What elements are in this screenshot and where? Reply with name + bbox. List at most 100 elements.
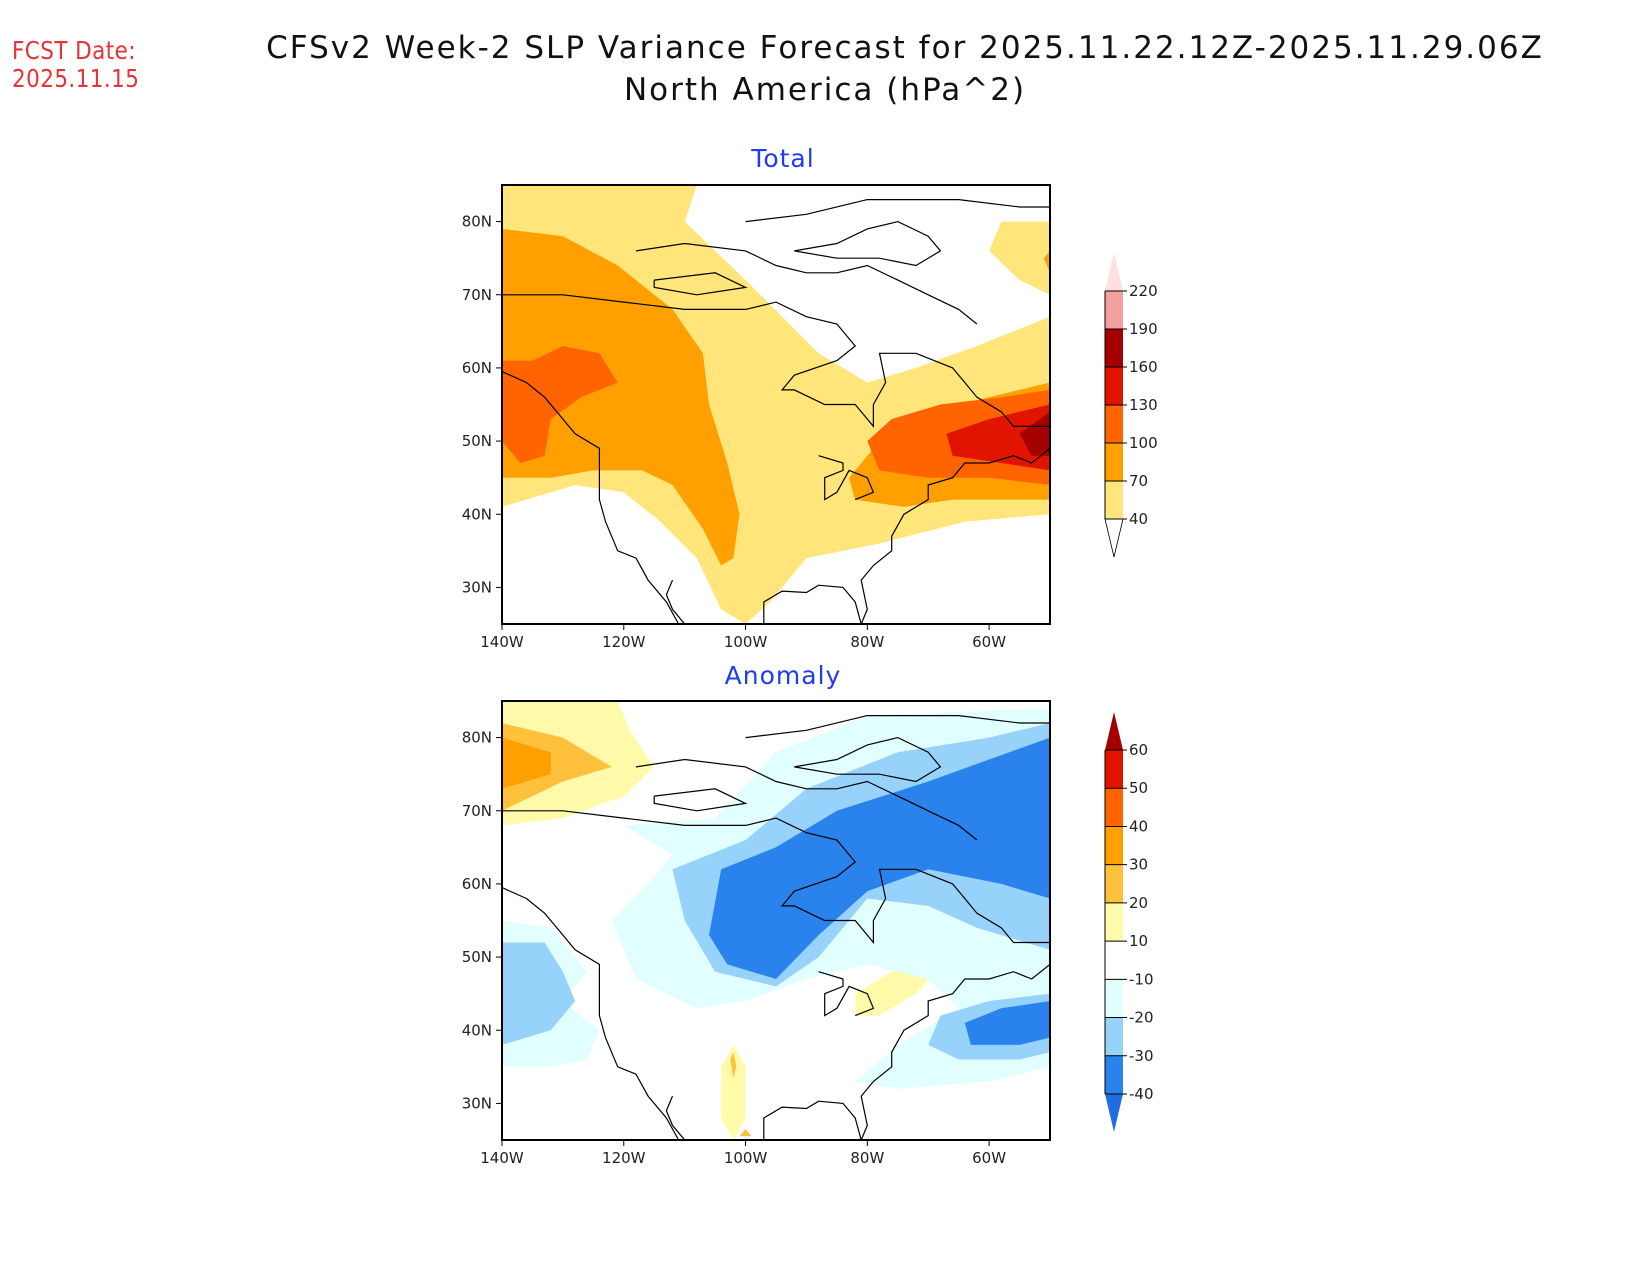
x-tick-label: 120W <box>602 633 646 651</box>
y-tick-label: 60N <box>462 359 492 377</box>
y-tick-label: 70N <box>462 286 492 304</box>
y-tick-label: 40N <box>462 505 492 523</box>
coastline <box>665 1095 686 1140</box>
contour-region <box>709 737 1050 979</box>
x-tick-label: 100W <box>724 633 768 651</box>
chart-subtitle: North America (hPa^2) <box>623 72 1027 108</box>
contour-region <box>721 1044 746 1140</box>
colorbar-extend-high <box>1105 253 1123 291</box>
colorbar-label: 30 <box>1129 856 1148 874</box>
colorbar-label: 10 <box>1129 932 1148 950</box>
colorbar-box <box>1105 1017 1123 1056</box>
colorbar-box <box>1105 405 1123 443</box>
shaded-contours <box>502 185 1050 624</box>
colorbar-box <box>1105 1055 1123 1094</box>
coastline <box>763 584 862 624</box>
colorbar-extend-low <box>1104 518 1124 558</box>
coastline <box>794 736 942 783</box>
contour-region <box>1043 250 1050 273</box>
colorbar-label: 40 <box>1129 510 1148 528</box>
colorbar-0: 40 70 100 130 160 190 220 <box>1104 253 1158 558</box>
map-frame <box>501 700 1051 1141</box>
contour-region <box>502 346 618 463</box>
coastline <box>635 758 978 841</box>
coastline <box>635 242 978 325</box>
contour-region <box>502 737 551 789</box>
fcst-date-value: 2025.11.15 <box>12 64 140 93</box>
map-panel-0: 140W 120W 100W 80W 60W 30N 40N 50N 60N 70N 80N <box>462 184 1051 651</box>
colorbar-label: 60 <box>1129 741 1148 759</box>
coastline <box>502 887 680 1140</box>
x-tick-label: 140W <box>480 633 524 651</box>
colorbar-box <box>1105 826 1123 865</box>
coastlines <box>502 199 1050 624</box>
colorbar-label: -10 <box>1129 970 1154 988</box>
x-tick-label: 80W <box>850 633 884 651</box>
x-tick-label: 60W <box>972 1149 1006 1167</box>
colorbar-extend-high <box>1105 712 1123 750</box>
colorbar-1: -40 -30 -20 -10 10 20 30 40 50 60 <box>1104 712 1154 1132</box>
contour-region <box>502 942 576 1045</box>
contour-region <box>989 221 1050 295</box>
colorbar-box <box>1105 367 1123 405</box>
contour-region <box>502 228 740 566</box>
contour-region <box>502 723 612 811</box>
coastline <box>763 1100 862 1140</box>
colorbar-label: 130 <box>1129 396 1158 414</box>
colorbar-box <box>1105 864 1123 903</box>
panel-title-anomaly: Anomaly <box>724 661 842 690</box>
y-tick-label: 40N <box>462 1021 492 1039</box>
coastline <box>818 971 875 1017</box>
x-tick-label: 80W <box>850 1149 884 1167</box>
x-tick-label: 100W <box>724 1149 768 1167</box>
colorbar-box <box>1105 941 1123 980</box>
shaded-contours <box>502 701 1050 1140</box>
coastline <box>860 963 1050 1140</box>
colorbar-label: 220 <box>1129 282 1158 300</box>
coastline <box>745 715 1050 739</box>
colorbar-box <box>1105 443 1123 481</box>
y-tick-label: 50N <box>462 948 492 966</box>
contour-region <box>730 1052 737 1078</box>
colorbar-label: 190 <box>1129 320 1158 338</box>
y-tick-label: 80N <box>462 729 492 747</box>
y-tick-label: 50N <box>462 432 492 450</box>
chart-title: CFSv2 Week-2 SLP Variance Forecast for 2… <box>266 30 1544 66</box>
colorbar-label: 20 <box>1129 894 1148 912</box>
colorbar-label: 160 <box>1129 358 1158 376</box>
colorbar-label: 100 <box>1129 434 1158 452</box>
colorbar-label: 40 <box>1129 817 1148 835</box>
coastline <box>745 199 1050 223</box>
y-tick-label: 30N <box>462 1094 492 1112</box>
colorbar-label: 50 <box>1129 779 1148 797</box>
x-tick-label: 120W <box>602 1149 646 1167</box>
coastline <box>665 579 686 624</box>
colorbar-box <box>1105 750 1123 789</box>
contour-region <box>964 1001 1050 1045</box>
coastline <box>794 220 942 267</box>
coastline <box>502 371 680 624</box>
colorbar-box <box>1105 902 1123 942</box>
coastline <box>502 810 1050 945</box>
contour-region <box>946 404 1050 471</box>
fcst-date-label: FCST Date: <box>12 36 136 65</box>
coastline <box>653 272 748 296</box>
x-tick-label: 60W <box>972 633 1006 651</box>
colorbar-label: -20 <box>1129 1009 1154 1027</box>
y-tick-label: 70N <box>462 802 492 820</box>
coastline <box>818 455 875 501</box>
colorbar-label: -40 <box>1129 1085 1154 1103</box>
colorbar-box <box>1105 329 1123 367</box>
coastlines <box>502 715 1050 1140</box>
colorbar-box <box>1105 788 1123 827</box>
y-tick-label: 80N <box>462 213 492 231</box>
colorbar-extend-low <box>1105 1094 1123 1132</box>
x-tick-label: 140W <box>480 1149 524 1167</box>
coastline <box>860 447 1050 624</box>
contour-region <box>739 1129 752 1137</box>
colorbar-box <box>1105 291 1123 329</box>
panel-title-total: Total <box>751 144 815 173</box>
map-panel-1: 140W 120W 100W 80W 60W 30N 40N 50N 60N 70N 80N <box>462 700 1051 1167</box>
y-tick-label: 60N <box>462 875 492 893</box>
